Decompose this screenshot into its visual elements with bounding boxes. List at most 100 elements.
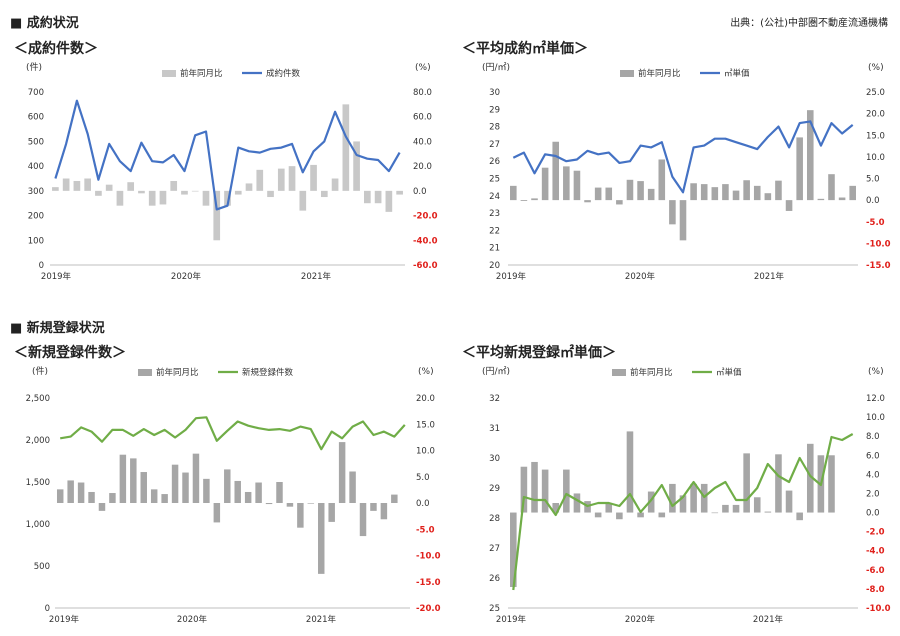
right-axis-tick-label: 20.0 [866,110,885,120]
yoy-bar [775,180,782,201]
x-axis-tick-label: 2021年 [753,614,784,625]
left-axis-tick-label: 26 [489,157,500,167]
right-axis-tick-label: 40.0 [413,137,432,147]
yoy-bar [224,190,231,206]
yoy-bar [594,187,602,201]
right-axis-tick-label: 5.0 [866,175,880,185]
yoy-bar [234,190,242,195]
left-axis-tick-label: 1,000 [26,520,50,530]
yoy-bar [328,503,335,522]
series-line [512,120,854,194]
right-axis-tick-label: -4.0 [866,547,885,557]
legend-bar-swatch [620,70,634,77]
right-axis-tick-label: 15.0 [416,420,435,430]
right-axis-tick-label: -15.0 [416,578,441,588]
yoy-bar [669,483,676,513]
series-line [54,99,401,211]
legend-bar-label: 前年同月比 [180,68,223,79]
yoy-bar [658,159,666,201]
legend-bar-label: 前年同月比 [156,367,199,378]
right-axis-unit: (%) [418,367,434,377]
yoy-bar [353,141,360,191]
yoy-bar [171,464,179,503]
yoy-bar [531,198,538,201]
right-axis-tick-label: -10.0 [866,604,891,614]
right-axis-tick-label: -60.0 [413,261,438,271]
yoy-bar [255,482,262,503]
yoy-bar [828,455,835,513]
yoy-bar [276,482,283,503]
yoy-bar [245,183,253,191]
left-axis-tick-label: 23 [489,209,500,219]
left-axis-tick-label: 2,500 [26,394,50,404]
right-axis-tick-label: -20.0 [416,604,441,614]
yoy-bar [520,200,528,201]
right-axis-tick-label: -5.0 [866,218,885,228]
yoy-bar [647,491,655,513]
yoy-bar [785,490,793,513]
yoy-bar [722,184,729,201]
x-axis-tick-label: 2021年 [754,271,785,282]
yoy-bar [130,458,137,503]
yoy-bar [256,169,264,191]
yoy-bar [116,190,124,206]
right-axis-tick-label: 8.0 [866,432,880,442]
legend-bar-swatch [612,369,626,376]
right-axis-tick-label: -8.0 [866,585,885,595]
legend-bar-label: 前年同月比 [638,68,681,79]
yoy-bar [98,503,106,511]
chart-title-new-listing-count: ＜新規登録件数＞ [14,345,126,361]
right-axis-tick-label: 0.0 [866,509,880,519]
left-axis-tick-label: 26 [489,574,500,584]
yoy-bar [267,190,274,198]
right-axis-tick-label: -40.0 [413,236,438,246]
yoy-bar [616,200,623,205]
yoy-bar [159,190,167,205]
left-axis-tick-label: 500 [28,137,44,147]
yoy-bar [764,511,772,513]
yoy-bar [364,190,371,204]
left-axis-tick-label: 29 [489,105,500,115]
x-axis-tick-label: 2021年 [306,614,337,625]
right-axis-tick-label: -5.0 [416,525,435,535]
series-line [60,416,406,451]
yoy-bar [679,200,687,241]
x-axis-tick-label: 2019年 [49,614,80,625]
yoy-bar [732,190,740,201]
yoy-bar [105,184,113,191]
yoy-bar [626,179,634,201]
x-axis-tick-label: 2020年 [171,271,202,282]
legend-line-label: 新規登録件数 [242,367,294,378]
right-axis-tick-label: 12.0 [866,394,885,404]
yoy-bar [342,104,350,191]
yoy-bar [307,503,315,504]
legend-line-label: 成約件数 [266,68,301,79]
legend-line-label: ㎡単価 [716,367,742,378]
yoy-bar [286,503,294,507]
yoy-bar [753,185,761,201]
right-axis-tick-label: 0.0 [416,499,430,509]
yoy-bar [743,453,750,513]
left-axis-tick-label: 24 [489,192,500,202]
x-axis-tick-label: 2020年 [625,271,656,282]
yoy-bar [370,503,377,511]
right-axis-unit: (%) [868,367,884,377]
chart-title-contract-count: ＜成約件数＞ [14,41,98,57]
right-axis-tick-label: 5.0 [416,473,430,483]
x-axis-tick-label: 2020年 [177,614,208,625]
right-axis-tick-label: 10.0 [866,413,885,423]
yoy-bar [265,503,273,505]
yoy-bar [563,469,570,513]
yoy-bar [331,178,339,191]
left-axis-tick-label: 0 [39,261,44,271]
yoy-bar [182,472,189,503]
yoy-bar [531,461,538,513]
left-axis-tick-label: 22 [489,226,500,236]
left-axis-unit: (円/㎡) [482,366,510,377]
right-axis-tick-label: -10.0 [416,552,441,562]
yoy-bar [62,178,70,191]
yoy-bar [584,200,591,203]
yoy-bar [88,491,95,503]
yoy-bar [244,491,252,503]
